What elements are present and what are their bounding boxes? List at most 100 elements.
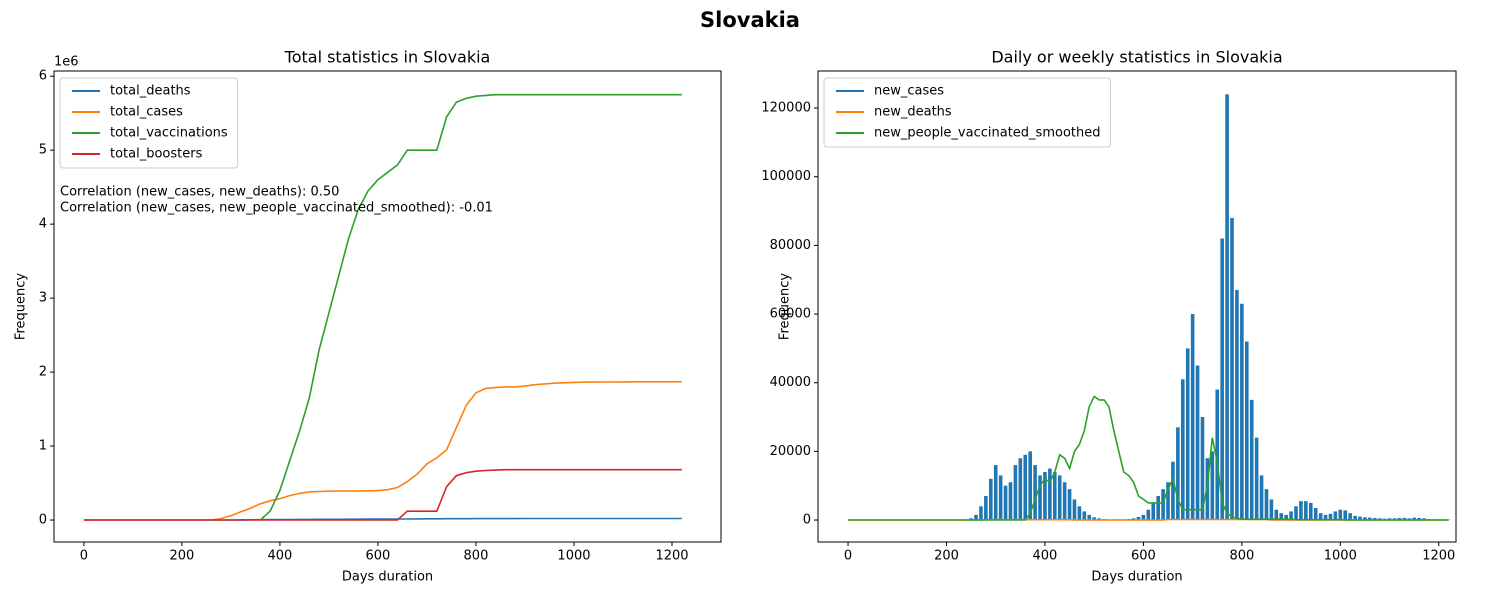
y-tick-label: 100000 — [761, 169, 811, 184]
bar — [1195, 365, 1200, 521]
x-tick-label: 400 — [268, 549, 293, 564]
bar — [1092, 517, 1096, 521]
plot-frame — [53, 70, 722, 543]
y-tick-label: 80000 — [770, 238, 811, 253]
bar — [1028, 451, 1032, 521]
x-tick-label: 600 — [366, 549, 391, 564]
bar — [998, 475, 1003, 521]
bar — [1299, 501, 1303, 521]
bar — [1131, 518, 1136, 521]
series-line — [83, 468, 682, 521]
x-tick-label: 0 — [80, 549, 88, 564]
legend-label: total_deaths — [110, 84, 191, 99]
bar — [1067, 489, 1072, 521]
legend-label: total_cases — [110, 105, 183, 120]
bar — [979, 506, 983, 521]
subplot-title: Total statistics in Slovakia — [284, 48, 491, 67]
bar — [1353, 515, 1357, 521]
bar — [1323, 514, 1328, 521]
bar — [1343, 510, 1348, 521]
bar — [993, 465, 998, 521]
bar — [1166, 482, 1170, 521]
series-line — [83, 380, 682, 521]
x-tick-label: 800 — [464, 549, 489, 564]
legend-label: new_cases — [874, 84, 944, 99]
bar — [1185, 348, 1190, 521]
bar — [1284, 514, 1288, 521]
bar — [1146, 509, 1151, 521]
bar — [1210, 451, 1215, 521]
bar — [1048, 468, 1052, 521]
bar — [974, 514, 978, 521]
bar — [1387, 518, 1392, 521]
x-tick-label: 1000 — [1324, 549, 1357, 564]
bar — [1333, 511, 1338, 521]
y-tick-label: 120000 — [761, 101, 811, 116]
x-tick-label: 600 — [1131, 549, 1156, 564]
figure-title: Slovakia — [700, 8, 800, 32]
y-tick-label: 0 — [803, 513, 811, 528]
x-tick-label: 0 — [844, 549, 852, 564]
bar — [1062, 482, 1067, 521]
bar — [1200, 417, 1205, 521]
bar — [1235, 290, 1239, 521]
bar — [1318, 513, 1323, 521]
bar — [1368, 517, 1372, 521]
bar — [1422, 518, 1426, 521]
bar — [1225, 94, 1229, 521]
bar — [1348, 513, 1352, 521]
bar — [1033, 465, 1037, 521]
bar — [1392, 518, 1397, 521]
x-axis-label: Days duration — [342, 570, 433, 585]
offset-text: 1e6 — [54, 55, 79, 70]
bar — [1244, 341, 1249, 521]
bar — [1328, 513, 1333, 521]
bar — [1240, 303, 1244, 521]
x-axis-label: Days duration — [1091, 570, 1182, 585]
legend: new_cases new_deaths new_people_vaccinated… — [823, 77, 1111, 148]
bar — [1412, 517, 1416, 521]
bar — [1304, 501, 1308, 521]
bar — [1190, 314, 1195, 521]
bar — [1308, 502, 1313, 521]
bar — [1259, 475, 1264, 521]
x-tick-label: 1200 — [655, 549, 688, 564]
bar — [1294, 506, 1298, 521]
bar — [1274, 509, 1279, 521]
bar — [1176, 427, 1180, 521]
y-axis-label: Frequency — [778, 273, 793, 340]
bar — [1156, 495, 1160, 521]
legend-label: new_deaths — [874, 105, 952, 120]
legend-label: new_people_vaccinated_smoothed — [874, 126, 1100, 141]
bar — [1018, 458, 1023, 521]
bar — [1151, 502, 1156, 521]
bar — [1254, 437, 1259, 521]
y-tick-label: 40000 — [770, 375, 811, 390]
y-tick-label: 20000 — [770, 444, 811, 459]
bar — [1008, 482, 1013, 521]
annotation: Correlation (new_cases, new_deaths): 0.5… — [60, 185, 339, 200]
x-tick-label: 1000 — [557, 549, 590, 564]
bar — [1338, 509, 1343, 521]
bar — [1249, 399, 1254, 521]
bar — [988, 478, 993, 521]
bar — [1402, 517, 1407, 521]
subplot-title: Daily or weekly statistics in Slovakia — [991, 48, 1282, 67]
y-tick-label: 4 — [39, 217, 47, 232]
bar — [1372, 517, 1377, 521]
x-tick-label: 800 — [1229, 549, 1254, 564]
annotation: Correlation (new_cases, new_people_vacci… — [60, 201, 493, 216]
bar — [1141, 514, 1146, 521]
subplot: Total statistics in Slovakia Days duratio… — [14, 48, 722, 585]
bar — [1407, 518, 1412, 521]
bar — [1269, 499, 1274, 521]
subplot: Daily or weekly statistics in Slovakia Da… — [761, 48, 1457, 585]
bar — [1363, 517, 1367, 521]
bar — [969, 518, 973, 521]
series-line — [848, 395, 1449, 521]
bar — [1377, 518, 1382, 521]
series-line — [259, 93, 682, 521]
bar — [1289, 511, 1293, 521]
y-axis-label: Frequency — [14, 273, 29, 340]
